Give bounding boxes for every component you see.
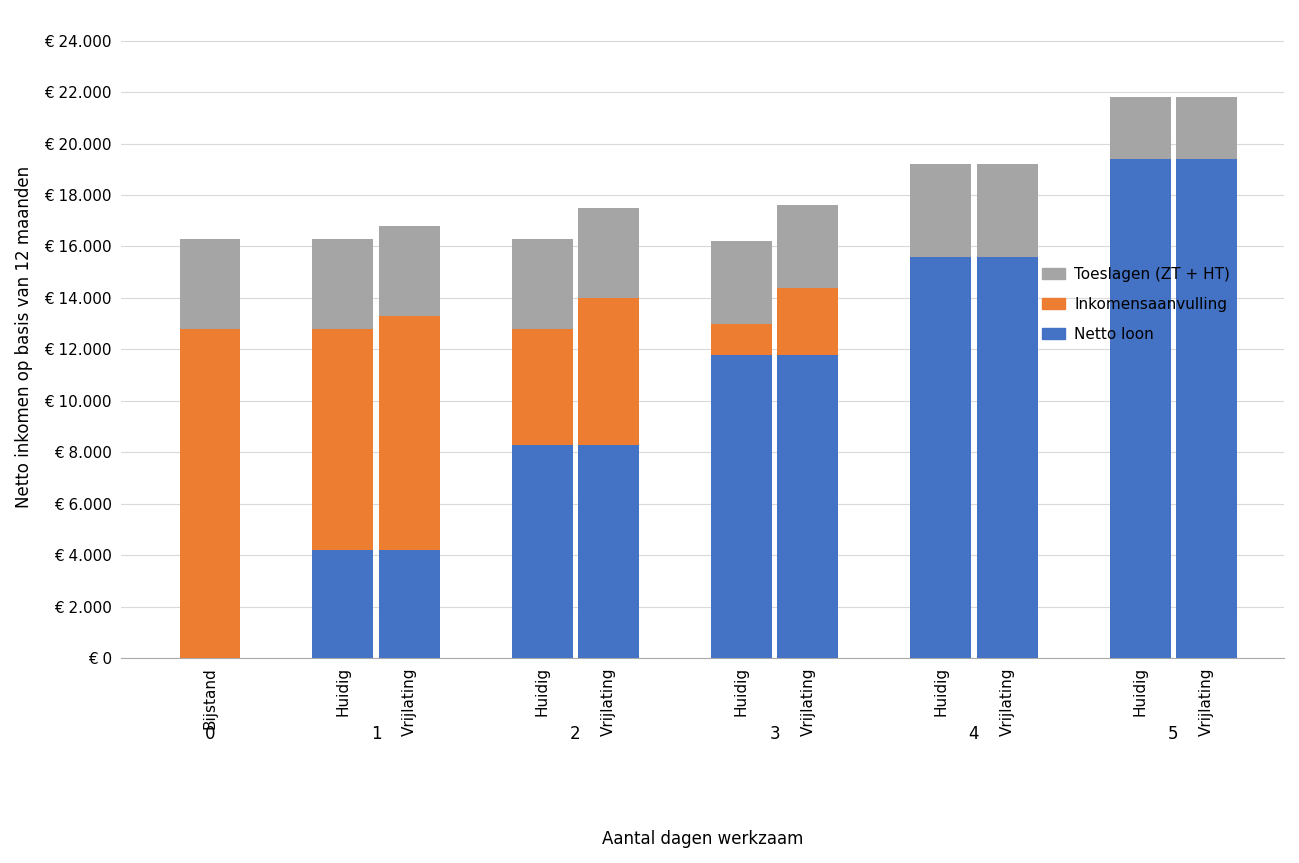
Bar [1176, 159, 1237, 658]
Bar [911, 257, 972, 658]
Bar [578, 444, 639, 658]
Legend: Toeslagen (ZT + HT), Inkomensaanvulling, Netto loon: Toeslagen (ZT + HT), Inkomensaanvulling,… [1035, 261, 1237, 349]
Bar [512, 239, 573, 329]
Bar [313, 550, 373, 658]
Bar [578, 208, 639, 298]
Bar [379, 550, 440, 658]
Bar [379, 316, 440, 550]
Bar [1176, 98, 1237, 159]
Bar [1109, 98, 1170, 159]
Bar [512, 329, 573, 444]
Bar [179, 329, 240, 658]
Bar [911, 164, 972, 257]
Bar [977, 164, 1038, 257]
Y-axis label: Netto inkomen op basis van 12 maanden: Netto inkomen op basis van 12 maanden [16, 166, 32, 507]
Bar [512, 444, 573, 658]
Bar [313, 239, 373, 329]
Bar [778, 205, 838, 287]
Bar [711, 242, 772, 324]
X-axis label: Aantal dagen werkzaam: Aantal dagen werkzaam [601, 830, 803, 848]
Bar [179, 239, 240, 329]
Bar [1109, 159, 1170, 658]
Bar [711, 324, 772, 355]
Bar [578, 298, 639, 444]
Bar [778, 287, 838, 355]
Bar [379, 226, 440, 316]
Bar [313, 329, 373, 550]
Bar [711, 355, 772, 658]
Bar [778, 355, 838, 658]
Bar [977, 257, 1038, 658]
